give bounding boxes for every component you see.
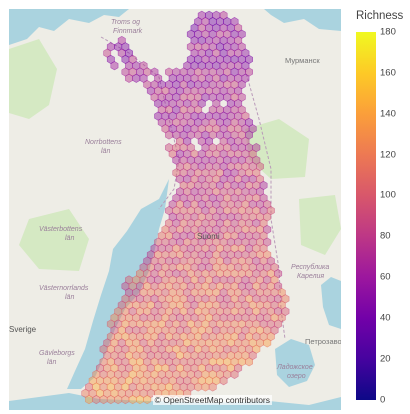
place-label: län — [65, 235, 74, 242]
map-area[interactable]: Troms og Finnmark Мурманск Norrbottens l… — [9, 9, 341, 410]
place-label: Мурманск — [285, 56, 320, 65]
place-label: län — [47, 359, 56, 366]
hexbin-cell[interactable] — [230, 369, 239, 379]
hexbin-cell[interactable] — [132, 73, 141, 83]
hexbin-cell[interactable] — [219, 376, 228, 386]
place-label: Finnmark — [113, 28, 143, 35]
hexbin-cell[interactable] — [165, 130, 173, 140]
hexbin-cell[interactable] — [92, 395, 101, 405]
place-label: Gävleborgs — [39, 350, 75, 357]
forest-patch — [245, 119, 309, 179]
forest-patch — [9, 39, 57, 119]
forest-patch — [299, 195, 341, 255]
forest-patch — [19, 209, 89, 271]
gulf-of-bothnia — [67, 179, 169, 389]
border-sweden-finland — [100, 36, 180, 210]
place-label: Ладожское — [276, 363, 313, 371]
place-label: Norrbottens — [85, 139, 122, 146]
hexbin-cell[interactable] — [194, 382, 203, 392]
hexbin-cell[interactable] — [106, 395, 115, 405]
hexbin-cell[interactable] — [114, 395, 123, 405]
colorbar — [356, 32, 376, 400]
barents-sea — [264, 9, 341, 31]
place-label: Västerbottens — [39, 226, 83, 233]
colorbar-tick: 60 — [380, 271, 391, 283]
richness-hexbin-layer[interactable] — [81, 10, 290, 405]
colorbar-tick: 120 — [380, 149, 396, 161]
colorbar-tick: 20 — [380, 353, 391, 365]
map-attribution[interactable]: © OpenStreetMap contributors — [152, 395, 272, 405]
colorbar-tick: 180 — [380, 26, 396, 38]
border-finland-russia — [244, 68, 286, 340]
hexbin-cell[interactable] — [99, 395, 108, 405]
colorbar-tick: 100 — [380, 189, 396, 201]
place-label: län — [101, 148, 110, 155]
place-label: Республика — [291, 263, 329, 271]
hexbin-cell[interactable] — [125, 73, 133, 83]
lake-ladoga — [275, 339, 315, 387]
colorbar-tick: 40 — [380, 312, 391, 324]
arctic-sea — [9, 9, 129, 45]
hexbin-cell[interactable] — [143, 395, 152, 405]
place-label: Västernorrlands — [39, 285, 89, 292]
gulf-of-finland — [9, 393, 341, 410]
hexbin-cell[interactable] — [85, 395, 93, 405]
hexbin-cell[interactable] — [263, 338, 272, 348]
basemap[interactable]: Troms og Finnmark Мурманск Norrbottens l… — [9, 9, 341, 410]
place-label: озеро — [287, 373, 306, 380]
place-label: Suomi — [197, 232, 220, 241]
hexbin-cell[interactable] — [128, 395, 137, 405]
hexbin-cell[interactable] — [201, 382, 210, 392]
place-label: Карелия — [297, 273, 324, 280]
place-label: Sverige — [9, 325, 37, 334]
colorbar-title: Richness — [356, 10, 404, 22]
colorbar-tick: 160 — [380, 67, 396, 79]
hexbin-cell[interactable] — [110, 61, 119, 71]
hexbin-cell[interactable] — [245, 357, 253, 367]
colorbar-tick: 80 — [380, 230, 391, 242]
place-label: län — [65, 294, 74, 301]
colorbar-tick: 140 — [380, 108, 396, 120]
colorbar-tick: 0 — [380, 394, 386, 406]
place-label: Петрозаво — [305, 337, 341, 346]
hexbin-cell[interactable] — [121, 395, 130, 405]
place-label: Troms og — [111, 19, 140, 26]
lake-onega — [321, 277, 341, 329]
hexbin-cell[interactable] — [208, 382, 217, 392]
hexbin-cell[interactable] — [136, 395, 144, 405]
